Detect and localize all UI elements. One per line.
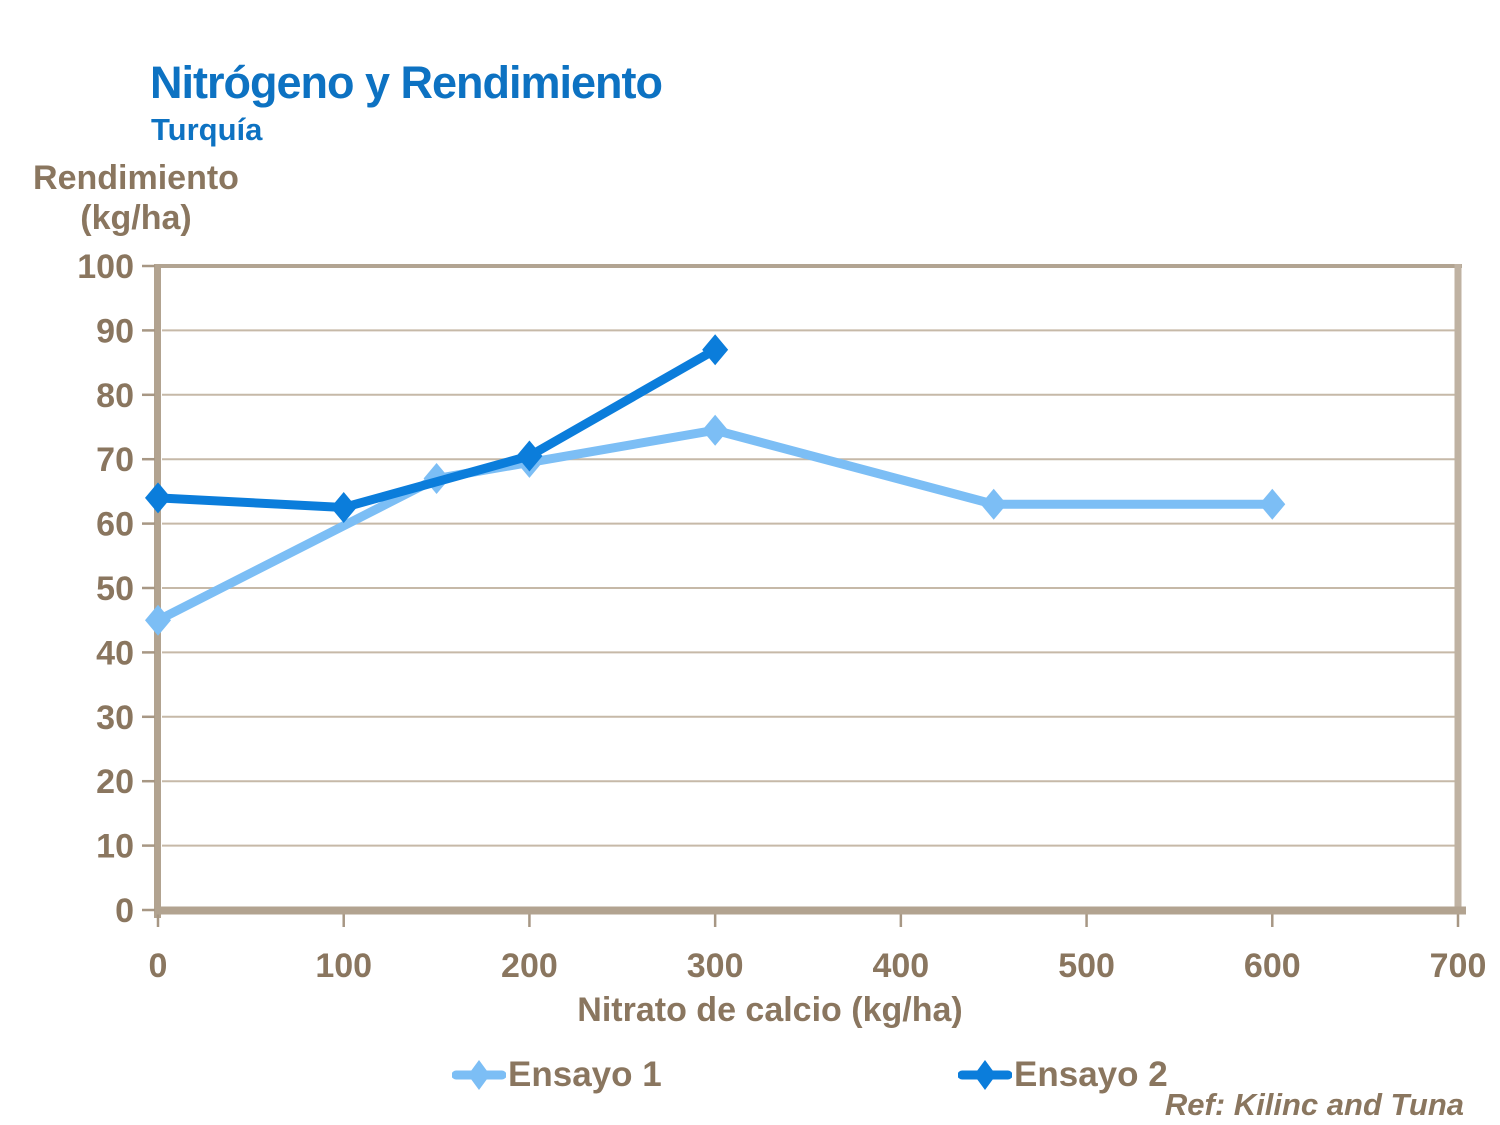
x-axis-line (154, 906, 1466, 915)
data-point-series2-x200 (516, 440, 543, 472)
series-line-2 (153, 345, 720, 512)
x-tick-label-200: 200 (501, 947, 558, 985)
y-axis-line (154, 264, 161, 918)
legend-item-ensayo-2: Ensayo 2 (958, 1055, 1168, 1095)
legend-marker-ensayo-1-icon (452, 1060, 506, 1090)
x-tick-label-400: 400 (872, 947, 929, 985)
x-tick-label-0: 0 (149, 947, 168, 985)
x-tick-label-500: 500 (1058, 947, 1115, 985)
reference-text: Ref: Kilinc and Tuna (1164, 1087, 1464, 1122)
legend-item-ensayo-1: Ensayo 1 (452, 1055, 662, 1095)
data-point-series1-x600 (1259, 488, 1286, 520)
y-tick-label-40: 40 (96, 634, 134, 672)
series-line-1 (153, 425, 1277, 625)
y-tick-label-50: 50 (96, 570, 134, 608)
data-point-series2-x0 (145, 482, 171, 514)
y-tick-label-20: 20 (96, 763, 134, 801)
data-point-series1-x0 (145, 604, 171, 636)
data-point-series2-x100 (330, 492, 357, 523)
x-tick-label-100: 100 (315, 947, 372, 985)
y-tick-label-100: 100 (77, 248, 134, 286)
chart-title: Nitrógeno y Rendimiento (150, 57, 663, 108)
y-tick-label-10: 10 (96, 828, 134, 866)
legend-label-ensayo-2: Ensayo 2 (1014, 1055, 1168, 1094)
data-point-series1-x300 (702, 414, 729, 446)
x-tick-label-700: 700 (1430, 947, 1487, 985)
legend-marker-ensayo-2-icon (958, 1060, 1012, 1090)
data-point-series1-x450 (980, 488, 1007, 520)
y-axis-title-line2: (kg/ha) (80, 199, 192, 237)
x-tick-label-600: 600 (1244, 947, 1301, 985)
y-tick-label-0: 0 (115, 892, 134, 930)
x-tick-label-300: 300 (687, 947, 744, 985)
y-tick-label-70: 70 (96, 441, 134, 479)
y-tick-label-60: 60 (96, 506, 134, 544)
y-axis-title: Rendimiento (kg/ha) (14, 158, 258, 238)
y-tick-label-90: 90 (96, 312, 134, 350)
y-tick-label-80: 80 (96, 377, 134, 415)
y-axis-title-line1: Rendimiento (33, 159, 239, 197)
x-axis-title: Nitrato de calcio (kg/ha) (577, 991, 963, 1029)
legend-label-ensayo-1: Ensayo 1 (508, 1055, 662, 1094)
y-tick-label-30: 30 (96, 699, 134, 737)
chart-subtitle: Turquía (151, 112, 263, 147)
data-point-series2-x300 (702, 334, 729, 366)
